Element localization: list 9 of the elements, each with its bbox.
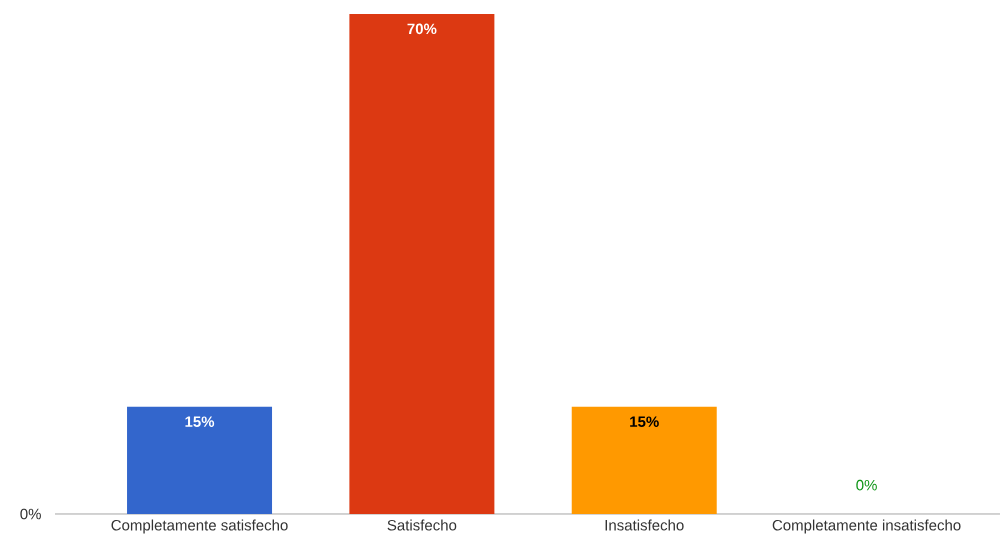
text: 0% <box>20 508 41 520</box>
x-tick-label: Satisfecho <box>387 519 457 531</box>
x-tick-label: Insatisfecho <box>605 519 684 531</box>
data-label: 0% <box>856 479 877 491</box>
data-label: 15% <box>630 416 659 427</box>
x-tick-label: Completamente satisfecho <box>111 519 288 534</box>
data-label: 70% <box>407 23 437 35</box>
x-tick-label: Completamente insatisfecho <box>772 519 961 534</box>
data-label: 15% <box>185 416 215 427</box>
